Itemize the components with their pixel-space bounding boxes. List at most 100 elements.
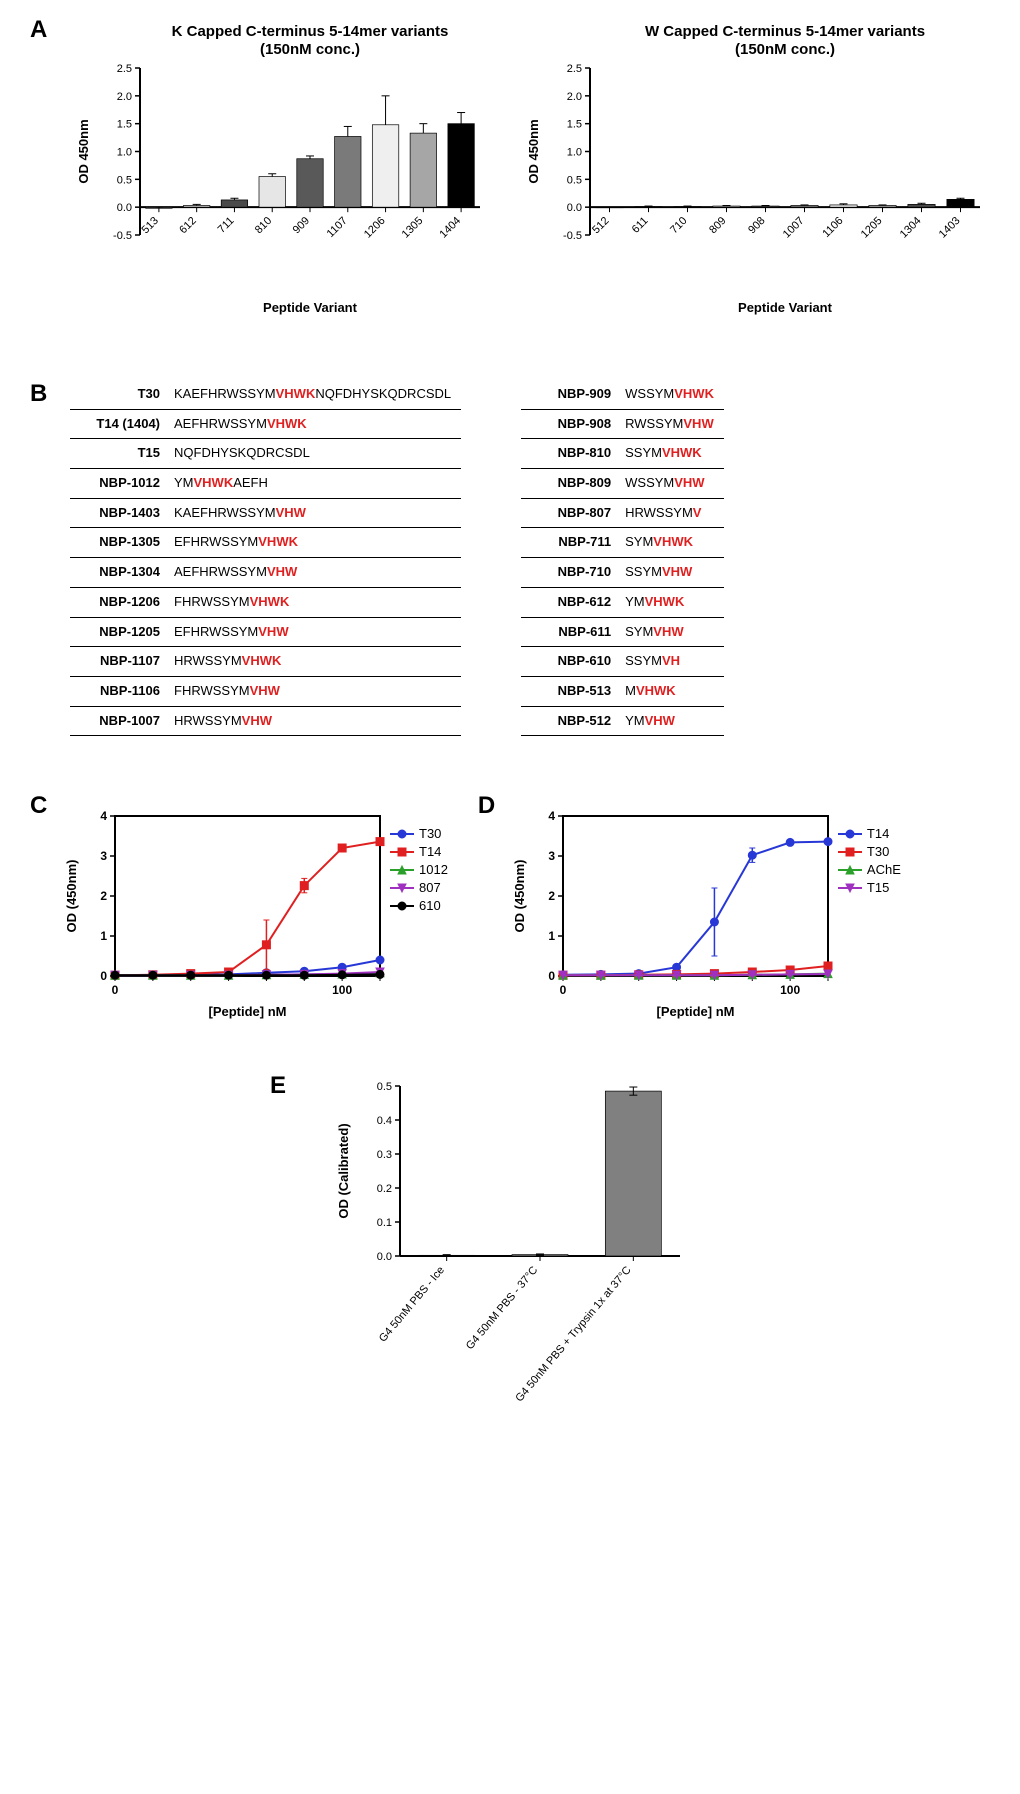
legend-item: 807 [390,880,448,895]
sequence-row: NBP-1106FHRWSSYMVHW [70,676,461,706]
sequence-value: MVHWK [621,676,724,706]
svg-text:2: 2 [100,889,107,903]
svg-text:(150nM conc.): (150nM conc.) [260,41,360,58]
legend-item: 610 [390,898,448,913]
svg-text:1404: 1404 [437,215,463,241]
svg-text:0: 0 [112,983,119,997]
sequence-row: NBP-1304AEFHRWSSYMVHW [70,558,461,588]
sequence-row: NBP-807HRWSSYMV [521,498,724,528]
sequence-name: NBP-1403 [70,498,170,528]
svg-text:(150nM conc.): (150nM conc.) [735,41,835,58]
svg-text:908: 908 [746,215,767,236]
sequence-name: NBP-1107 [70,647,170,677]
svg-text:1: 1 [548,929,555,943]
sequence-name: NBP-512 [521,706,621,736]
svg-text:1403: 1403 [937,215,963,241]
sequence-value: WSSYMVHW [621,469,724,499]
svg-text:909: 909 [291,215,312,236]
sequence-row: NBP-710SSYMVHW [521,558,724,588]
legend-label: T14 [419,844,441,859]
panel-a-label: A [30,16,47,44]
svg-text:100: 100 [780,983,800,997]
svg-text:0.3: 0.3 [377,1149,392,1161]
svg-text:[Peptide] nM: [Peptide] nM [656,1004,734,1019]
legend-item: T30 [390,826,448,841]
sequence-row: T30KAEFHRWSSYMVHWKNQFDHYSKQDRCSDL [70,380,461,409]
svg-text:710: 710 [668,215,689,236]
sequence-row: NBP-809WSSYMVHW [521,469,724,499]
svg-text:1007: 1007 [781,215,807,241]
svg-text:0.5: 0.5 [117,174,132,186]
svg-text:0: 0 [560,983,567,997]
svg-text:1.5: 1.5 [567,119,582,131]
svg-text:2: 2 [548,889,555,903]
svg-text:1.0: 1.0 [567,147,582,159]
sequence-name: NBP-809 [521,469,621,499]
sequence-name: NBP-1007 [70,706,170,736]
sequence-name: NBP-1106 [70,676,170,706]
legend-item: AChE [838,862,901,877]
svg-text:2.0: 2.0 [567,91,582,103]
sequence-name: NBP-513 [521,676,621,706]
sequence-value: HRWSSYMVHW [170,706,461,736]
legend-label: 610 [419,898,441,913]
svg-text:1106: 1106 [820,215,845,240]
sequence-name: T15 [70,439,170,469]
svg-text:0: 0 [548,969,555,983]
svg-text:1: 1 [100,929,107,943]
sequence-value: SSYMVHW [621,558,724,588]
svg-text:OD (Calibrated): OD (Calibrated) [336,1124,351,1219]
sequence-value: SSYMVH [621,647,724,677]
svg-text:[Peptide] nM: [Peptide] nM [209,1004,287,1019]
legend-label: AChE [867,862,901,877]
legend-item: T14 [838,826,901,841]
legend-label: 807 [419,880,441,895]
sequence-name: NBP-711 [521,528,621,558]
sequence-name: NBP-807 [521,498,621,528]
sequence-value: EFHRWSSYMVHWK [170,528,461,558]
legend-label: T15 [867,880,889,895]
panel-a-left-chart: K Capped C-terminus 5-14mer variants(150… [70,20,490,320]
svg-text:G4 50nM PBS - 37°C: G4 50nM PBS - 37°C [464,1264,541,1352]
sequence-value: SYMVHW [621,617,724,647]
svg-text:1206: 1206 [362,215,388,241]
sequence-name: NBP-909 [521,380,621,409]
panel-c-legend: T30 T14 1012 807 610 [390,826,448,916]
svg-text:-0.5: -0.5 [563,230,582,242]
panel-e: E 0.00.10.20.30.40.5OD (Calibrated)G4 50… [30,1076,990,1446]
panel-b: B T30KAEFHRWSSYMVHWKNQFDHYSKQDRCSDLT14 (… [30,380,990,736]
sequence-name: NBP-1304 [70,558,170,588]
svg-text:0.0: 0.0 [567,202,582,214]
svg-text:K Capped C-terminus 5-14mer va: K Capped C-terminus 5-14mer variants [172,23,449,40]
legend-label: T14 [867,826,889,841]
svg-text:G4 50nM PBS - Ice: G4 50nM PBS - Ice [377,1264,447,1344]
legend-item: T30 [838,844,901,859]
sequence-value: YMVHWK [621,587,724,617]
sequence-row: NBP-1206FHRWSSYMVHWK [70,587,461,617]
legend-item: T15 [838,880,901,895]
sequence-name: NBP-610 [521,647,621,677]
sequence-value: YMVHWKAEFH [170,469,461,499]
svg-text:611: 611 [630,215,651,236]
sequence-table-right: NBP-909WSSYMVHWKNBP-908RWSSYMVHWNBP-810S… [521,380,724,736]
sequence-row: NBP-1107HRWSSYMVHWK [70,647,461,677]
svg-text:1107: 1107 [325,215,350,240]
svg-text:OD (450nm): OD (450nm) [64,860,79,933]
sequence-name: T30 [70,380,170,409]
sequence-value: SYMVHWK [621,528,724,558]
sequence-row: NBP-513MVHWK [521,676,724,706]
sequence-row: NBP-512YMVHW [521,706,724,736]
panel-d-label: D [478,792,495,820]
sequence-value: RWSSYMVHW [621,409,724,439]
sequence-name: NBP-1205 [70,617,170,647]
panel-a-right-chart: W Capped C-terminus 5-14mer variants(150… [520,20,990,320]
svg-text:0.0: 0.0 [377,1251,392,1263]
svg-text:711: 711 [216,215,237,236]
sequence-value: WSSYMVHWK [621,380,724,409]
svg-text:OD (450nm): OD (450nm) [512,860,527,933]
sequence-row: NBP-810SSYMVHWK [521,439,724,469]
svg-text:3: 3 [100,849,107,863]
sequence-row: NBP-610SSYMVH [521,647,724,677]
svg-text:2.5: 2.5 [117,63,132,75]
legend-item: 1012 [390,862,448,877]
